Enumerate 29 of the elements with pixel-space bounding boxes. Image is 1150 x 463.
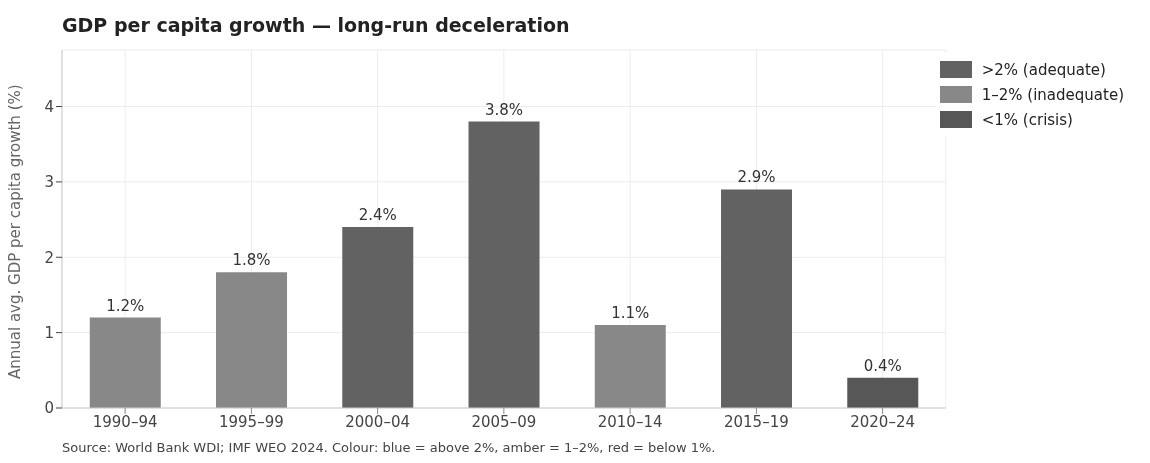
x-tick-label: 1995–99 (218, 412, 284, 431)
data-label: 3.8% (484, 100, 524, 119)
y-tick-label: 3 (44, 173, 54, 192)
bar (721, 189, 793, 408)
x-tick-label: 2015–19 (723, 412, 789, 431)
source-note: Source: World Bank WDI; IMF WEO 2024. Colour: blue = above 2%, amber = 1–2%, red = below 1%. (62, 440, 716, 455)
x-tick-label: 2005–09 (471, 412, 537, 431)
chart-title: GDP per capita growth — long-run deceleration (62, 14, 570, 36)
data-label: 1.2% (106, 296, 145, 315)
data-label: 1.8% (232, 251, 271, 270)
x-tick-label: 2010–14 (597, 412, 663, 431)
x-tick-label: 2020–24 (850, 412, 915, 431)
y-tick-label: 4 (44, 97, 54, 116)
legend-label: <1% (crisis) (981, 110, 1073, 129)
y-tick-label: 2 (44, 248, 54, 267)
y-tick-label: 0 (44, 399, 54, 418)
x-tick-label: 2000–04 (345, 412, 410, 431)
data-label: 1.1% (611, 304, 650, 323)
data-label: 2.9% (737, 168, 776, 187)
legend-label: >2% (adequate) (981, 60, 1106, 79)
y-axis-title: Annual avg. GDP per capita growth (%) (6, 84, 25, 379)
legend-label: 1–2% (inadequate) (981, 85, 1124, 104)
bar (342, 227, 414, 408)
y-tick-label: 1 (44, 323, 54, 342)
data-label: 0.4% (863, 356, 902, 375)
data-label: 2.4% (358, 206, 397, 225)
bar (847, 377, 919, 408)
x-tick-label: 1990–94 (92, 412, 158, 431)
bar (468, 121, 540, 408)
